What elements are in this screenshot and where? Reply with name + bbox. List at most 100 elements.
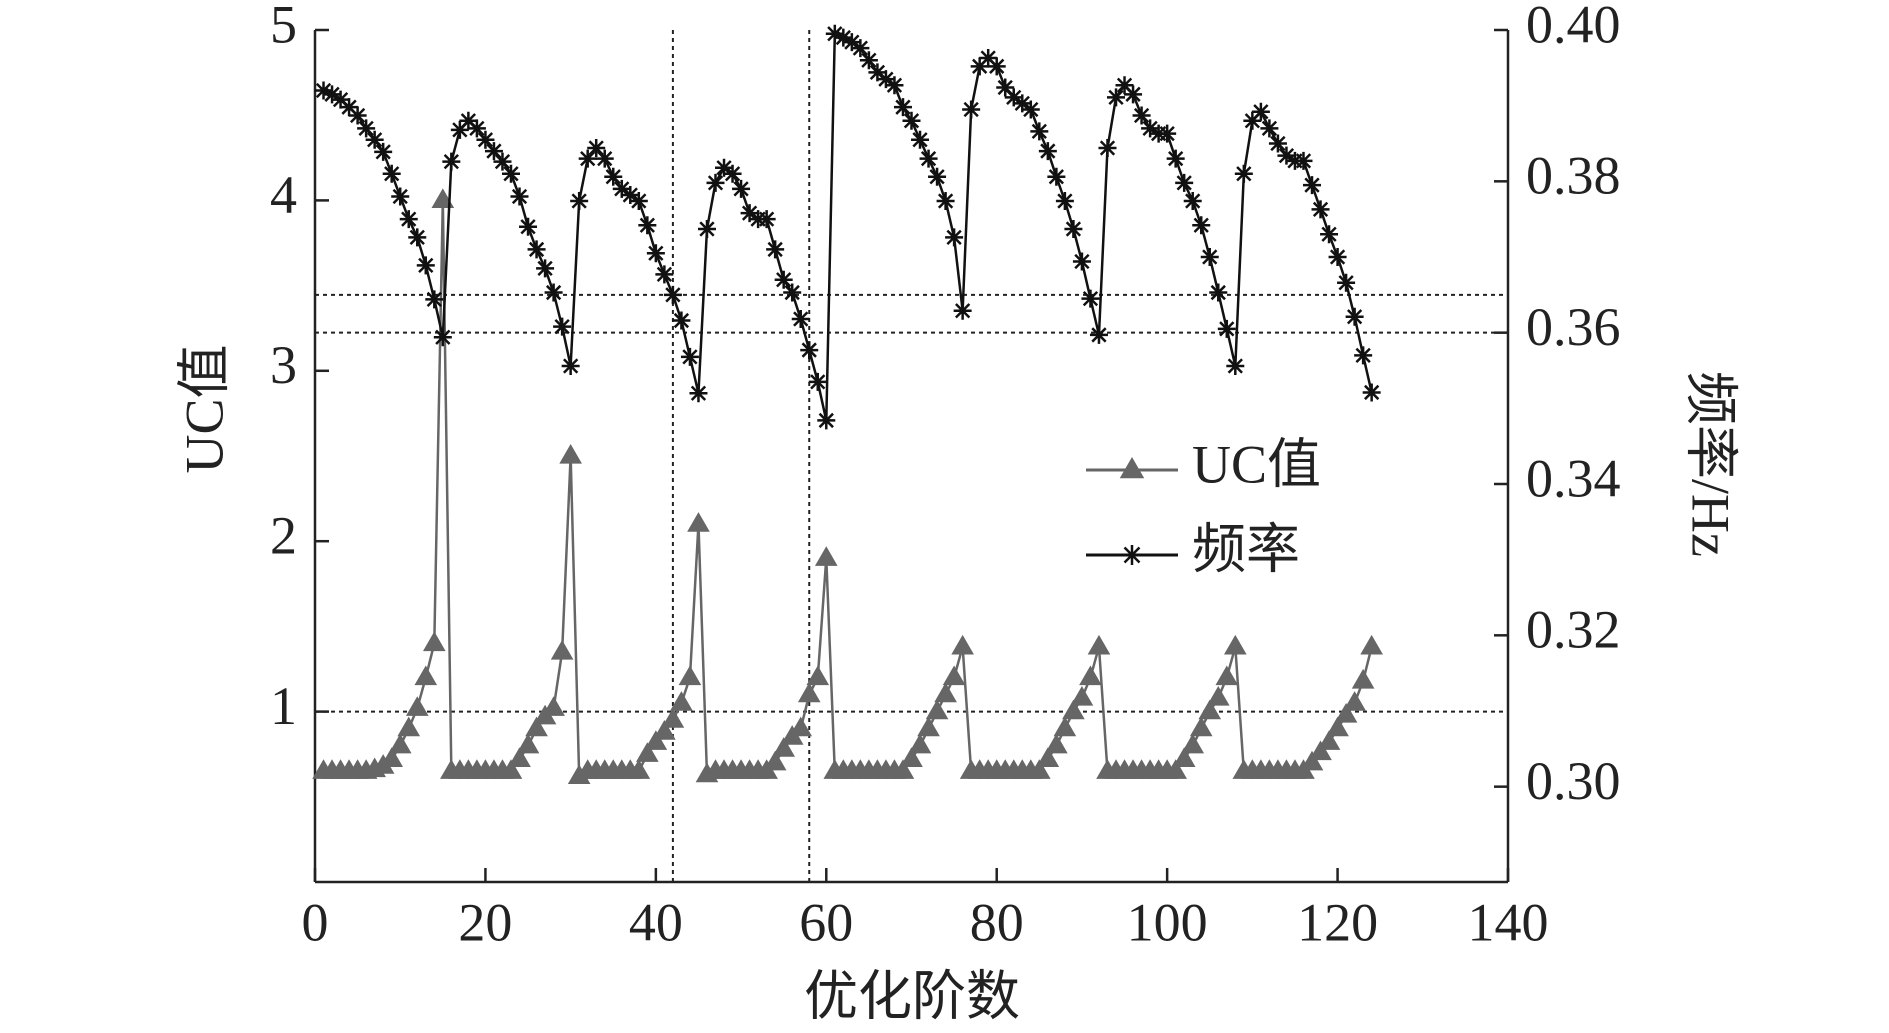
- data-point: [817, 411, 836, 430]
- data-point: [687, 512, 710, 532]
- data-point: [1243, 111, 1262, 130]
- data-point: [1055, 192, 1074, 211]
- data-point: [945, 228, 964, 247]
- y2-axis-label: 频率/Hz: [1681, 371, 1741, 557]
- data-point: [525, 716, 548, 737]
- data-point: [542, 696, 565, 716]
- data-point: [851, 39, 870, 58]
- data-point: [1206, 685, 1230, 706]
- y-tick-label: 4: [270, 165, 297, 225]
- data-point: [885, 76, 904, 95]
- data-point: [1268, 134, 1287, 153]
- data-point: [397, 716, 421, 737]
- data-point: [1158, 124, 1177, 143]
- data-point: [1303, 176, 1322, 195]
- data-point: [388, 733, 412, 754]
- data-point: [1062, 699, 1085, 720]
- data-point: [772, 737, 795, 757]
- y-tick-label: 3: [270, 335, 297, 395]
- data-point: [697, 220, 716, 239]
- data-point: [604, 167, 623, 186]
- data-point: [561, 356, 580, 375]
- data-point: [917, 716, 940, 737]
- data-point: [1328, 247, 1347, 266]
- data-point: [408, 228, 427, 247]
- data-point: [859, 51, 878, 70]
- legend-marker: [1119, 456, 1145, 479]
- x-axis-label: 优化阶数: [804, 966, 1020, 1026]
- y2-tick-label: 0.30: [1526, 751, 1621, 811]
- data-point: [382, 164, 401, 183]
- x-tick-label: 20: [458, 892, 512, 952]
- data-point: [766, 240, 785, 259]
- data-point: [1317, 730, 1341, 750]
- data-point: [1072, 252, 1091, 271]
- data-point: [789, 716, 813, 737]
- data-point: [663, 285, 682, 304]
- data-point: [1362, 383, 1381, 402]
- data-point: [636, 742, 659, 762]
- data-point: [644, 730, 668, 750]
- data-point: [559, 443, 582, 464]
- data-point: [314, 81, 333, 100]
- data-point: [627, 759, 651, 779]
- data-point: [595, 149, 614, 168]
- data-point: [970, 57, 989, 76]
- data-point: [348, 106, 367, 125]
- data-point: [1223, 634, 1247, 655]
- data-point: [357, 119, 376, 138]
- data-point: [936, 192, 955, 211]
- data-point: [653, 720, 676, 740]
- data-point: [550, 639, 574, 660]
- data-point: [516, 733, 540, 754]
- data-point: [1166, 149, 1185, 168]
- y2-tick-label: 0.32: [1526, 600, 1621, 660]
- data-point: [900, 747, 923, 767]
- data-point: [1115, 76, 1134, 95]
- data-point: [934, 682, 957, 703]
- data-point: [925, 699, 949, 720]
- x-tick-label: 40: [629, 892, 683, 952]
- data-point: [638, 216, 657, 235]
- data-point: [646, 244, 665, 263]
- data-point: [1132, 106, 1151, 125]
- data-point: [1021, 100, 1040, 119]
- data-point: [1038, 142, 1057, 161]
- data-point: [459, 111, 478, 130]
- data-point: [1217, 319, 1236, 338]
- data-point: [431, 188, 455, 209]
- data-point: [791, 310, 810, 329]
- data-point: [1070, 685, 1094, 706]
- data-point: [1337, 273, 1356, 292]
- y2-tick-label: 0.36: [1526, 297, 1621, 357]
- data-point: [1181, 733, 1205, 754]
- data-point: [323, 85, 342, 104]
- data-point: [1045, 733, 1068, 754]
- data-point: [519, 217, 538, 236]
- data-point: [893, 98, 912, 117]
- data-point: [1209, 283, 1228, 302]
- data-point: [1260, 119, 1279, 138]
- data-point: [1183, 192, 1202, 211]
- data-point: [1311, 200, 1330, 219]
- data-point: [672, 311, 691, 330]
- x-tick-label: 120: [1297, 892, 1378, 952]
- data-point: [1251, 102, 1270, 121]
- legend-marker: [1122, 545, 1142, 565]
- data-point: [740, 204, 759, 223]
- data-point: [570, 192, 589, 211]
- data-point: [587, 139, 606, 158]
- legend-label: UC值: [1192, 434, 1321, 494]
- data-point: [1215, 665, 1239, 686]
- data-point: [706, 173, 725, 192]
- data-point: [1004, 88, 1023, 107]
- data-point: [678, 665, 702, 686]
- data-point: [808, 372, 827, 391]
- data-point: [1107, 88, 1126, 107]
- y-tick-label: 1: [270, 676, 297, 736]
- data-point: [1175, 173, 1194, 192]
- data-point: [1172, 747, 1196, 767]
- data-point: [1089, 325, 1108, 344]
- data-point: [499, 759, 523, 779]
